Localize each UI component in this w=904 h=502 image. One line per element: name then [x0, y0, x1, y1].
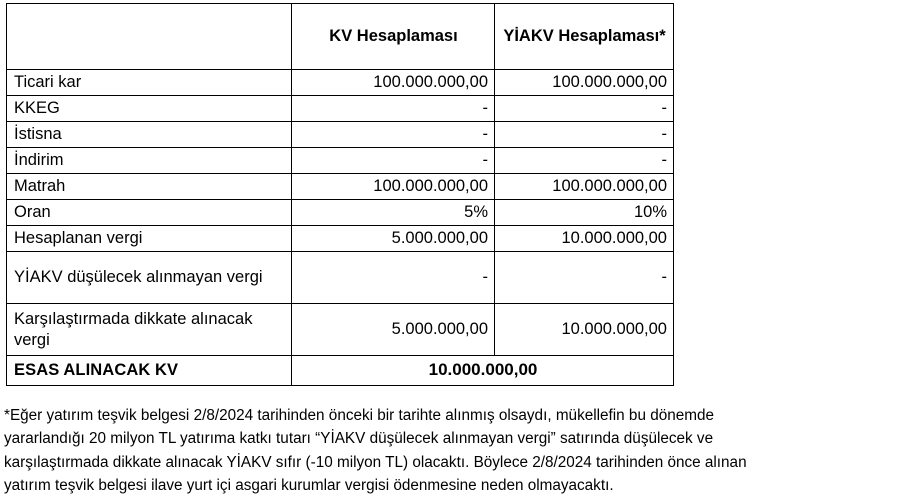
cell-yiakv-oran: 10%: [494, 199, 674, 226]
table-row: Oran 5% 10%: [6, 199, 674, 226]
header-blank-cell: [6, 3, 292, 70]
row-label-yiakv-dusulecek-alinmayan-vergi: YİAKV düşülecek alınmayan vergi: [6, 251, 292, 304]
calculation-table-container: KV Hesaplaması YİAKV Hesaplaması* Ticari…: [6, 3, 674, 386]
row-label-oran: Oran: [6, 199, 292, 226]
cell-kv-oran: 5%: [291, 199, 495, 226]
table-row: Ticari kar 100.000.000,00 100.000.000,00: [6, 69, 674, 96]
cell-kv-kkeg: -: [291, 95, 495, 122]
table-header-row: KV Hesaplaması YİAKV Hesaplaması*: [6, 3, 674, 70]
table-row: İstisna - -: [6, 121, 674, 148]
cell-yiakv-karsilastirmada-dikkate-alinacak-vergi: 10.000.000,00: [494, 303, 674, 356]
row-label-kkeg: KKEG: [6, 95, 292, 122]
footnote-line-3: karşılaştırmada dikkate alınacak YİAKV s…: [4, 453, 747, 471]
row-label-esas-alinacak-kv: ESAS ALINACAK KV: [6, 355, 292, 386]
cell-kv-matrah: 100.000.000,00: [291, 173, 495, 200]
cell-kv-ticari-kar: 100.000.000,00: [291, 69, 495, 96]
row-label-indirim: İndirim: [6, 147, 292, 174]
footnote-line-4: yatırım teşvik belgesi ilave yurt içi as…: [4, 477, 614, 495]
row-label-matrah: Matrah: [6, 173, 292, 200]
table-row: YİAKV düşülecek alınmayan vergi - -: [6, 251, 674, 304]
cell-kv-hesaplanan-vergi: 5.000.000,00: [291, 225, 495, 252]
cell-kv-yiakv-dusulecek-alinmayan-vergi: -: [291, 251, 495, 304]
header-yiakv-hesaplamasi: YİAKV Hesaplaması*: [494, 3, 674, 70]
table-row: İndirim - -: [6, 147, 674, 174]
footnote-block: *Eğer yatırım teşvik belgesi 2/8/2024 ta…: [4, 404, 902, 498]
table-total-row: ESAS ALINACAK KV 10.000.000,00: [6, 355, 674, 386]
cell-kv-indirim: -: [291, 147, 495, 174]
row-label-ticari-kar: Ticari kar: [6, 69, 292, 96]
cell-yiakv-kkeg: -: [494, 95, 674, 122]
calculation-table: KV Hesaplaması YİAKV Hesaplaması* Ticari…: [6, 3, 674, 386]
cell-yiakv-hesaplanan-vergi: 10.000.000,00: [494, 225, 674, 252]
table-row: Matrah 100.000.000,00 100.000.000,00: [6, 173, 674, 200]
cell-kv-karsilastirmada-dikkate-alinacak-vergi: 5.000.000,00: [291, 303, 495, 356]
cell-yiakv-ticari-kar: 100.000.000,00: [494, 69, 674, 96]
row-label-istisna: İstisna: [6, 121, 292, 148]
header-kv-hesaplamasi: KV Hesaplaması: [291, 3, 495, 70]
cell-yiakv-indirim: -: [494, 147, 674, 174]
cell-yiakv-matrah: 100.000.000,00: [494, 173, 674, 200]
table-row: Karşılaştırmada dikkate alınacak vergi 5…: [6, 303, 674, 356]
table-row: KKEG - -: [6, 95, 674, 122]
cell-yiakv-yiakv-dusulecek-alinmayan-vergi: -: [494, 251, 674, 304]
row-label-karsilastirmada-dikkate-alinacak-vergi: Karşılaştırmada dikkate alınacak vergi: [6, 303, 292, 356]
row-label-hesaplanan-vergi: Hesaplanan vergi: [6, 225, 292, 252]
cell-yiakv-istisna: -: [494, 121, 674, 148]
cell-kv-istisna: -: [291, 121, 495, 148]
table-row: Hesaplanan vergi 5.000.000,00 10.000.000…: [6, 225, 674, 252]
cell-esas-alinacak-kv-value: 10.000.000,00: [291, 355, 674, 386]
footnote-line-2: yararlandığı 20 milyon TL yatırıma katkı…: [4, 430, 714, 448]
footnote-line-1: *Eğer yatırım teşvik belgesi 2/8/2024 ta…: [4, 407, 714, 424]
